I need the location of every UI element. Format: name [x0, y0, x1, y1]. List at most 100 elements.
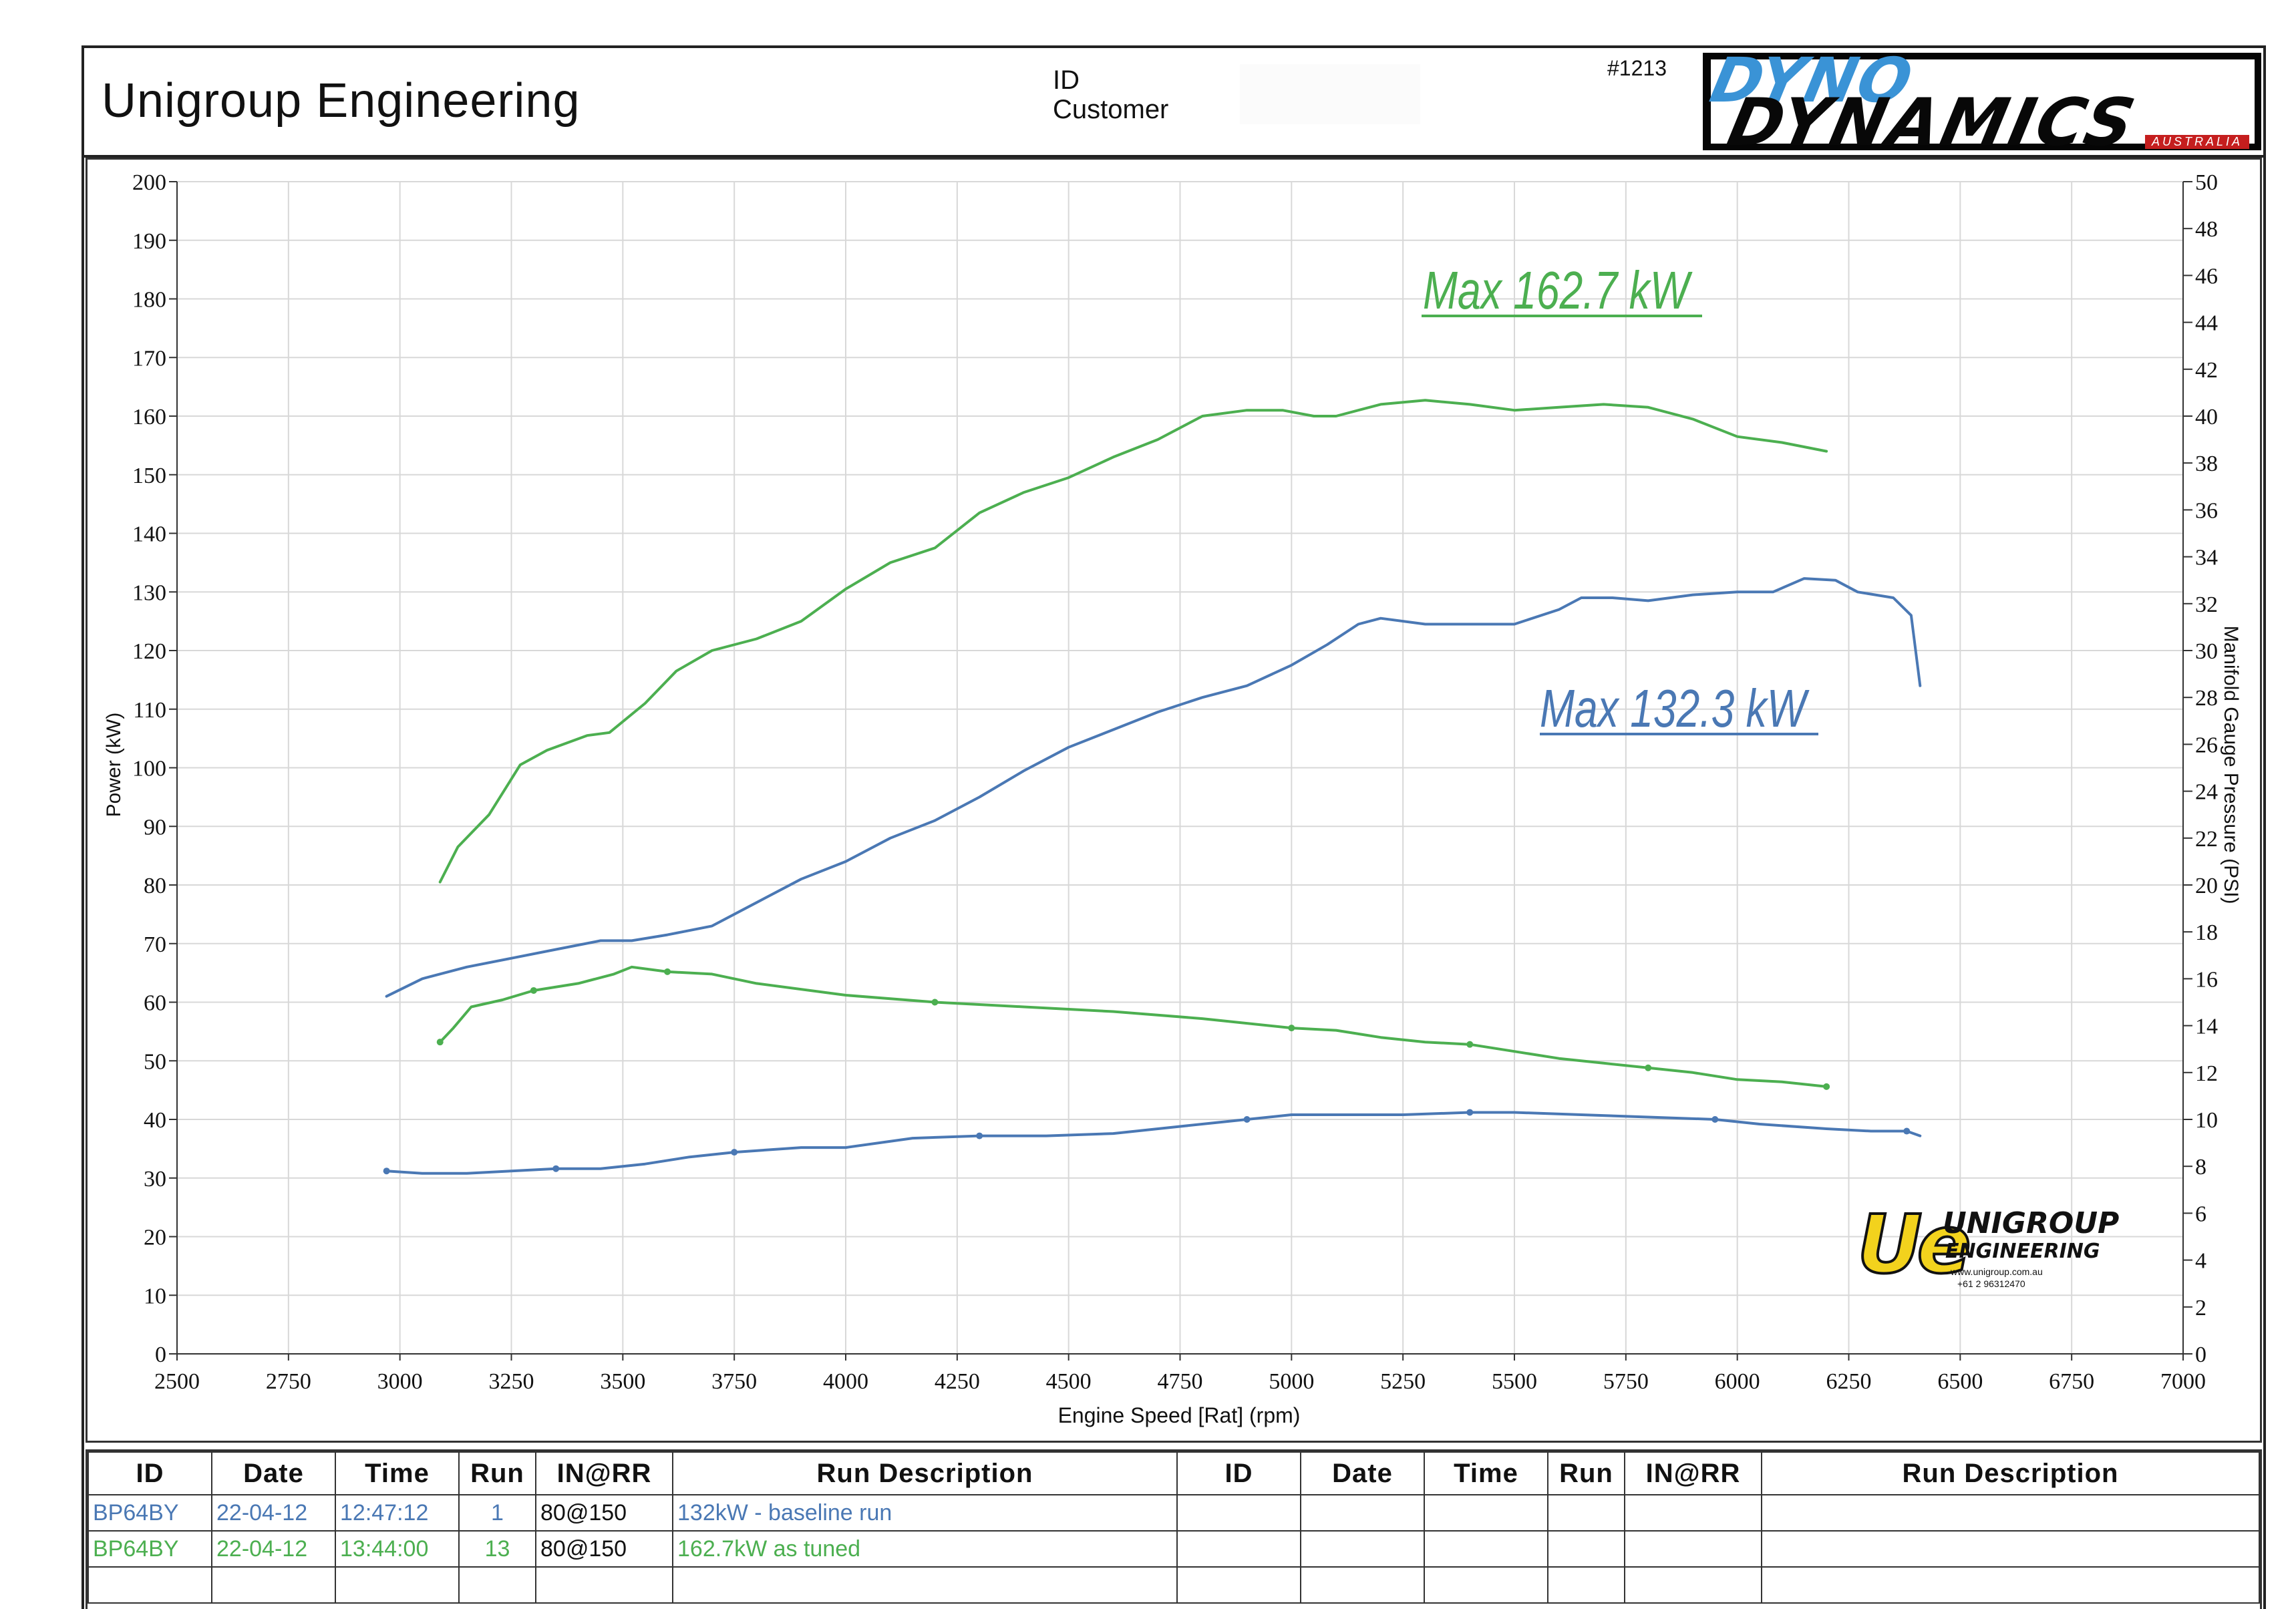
boost-data-point: [383, 1168, 390, 1175]
y2-tick-label: 18: [2195, 920, 2218, 945]
power-series-line: [438, 399, 1828, 884]
ue-line1: UNIGROUP: [1943, 1206, 2120, 1240]
x-tick-label: 3250: [489, 1369, 534, 1394]
company-name: Unigroup Engineering: [102, 74, 581, 128]
max-tuned-annotation: Max 162.7 kW: [1423, 261, 1693, 321]
y2-tick-label: 44: [2195, 311, 2218, 336]
header-date-2: Date: [1300, 1451, 1425, 1495]
customer-label: Customer: [1053, 95, 1169, 124]
y2-tick-label: 42: [2195, 358, 2218, 383]
empty-cell: [1624, 1530, 1762, 1568]
empty-cell: [1761, 1530, 2260, 1568]
dyno-dynamics-logo: DYNO DYNAMICS AUSTRALIA: [1701, 51, 2263, 152]
y2-tick-label: 4: [2195, 1249, 2206, 1274]
y2-tick-label: 2: [2195, 1296, 2206, 1320]
boost-data-point: [552, 1165, 560, 1172]
row-run: 1: [458, 1494, 536, 1532]
x-axis-label: Engine Speed [Rat] (rpm): [1058, 1403, 1301, 1427]
y2-tick-label: 20: [2195, 874, 2218, 898]
table-row: [88, 1566, 2260, 1604]
y-tick-label: 70: [144, 932, 166, 957]
y-tick-label: 60: [144, 991, 166, 1016]
x-tick-label: 5000: [1269, 1369, 1314, 1394]
empty-cell: [1624, 1494, 1762, 1532]
table-row: BP64BY 22-04-12 13:44:00 13 80@150 162.7…: [88, 1530, 2260, 1568]
x-tick-label: 6250: [1826, 1369, 1872, 1394]
run-table-wrap: ID Date Time Run IN@RR Run Description I…: [86, 1449, 2262, 1609]
empty-cell: [1176, 1530, 1301, 1568]
empty-cell: [211, 1566, 336, 1604]
row-description: 132kW - baseline run: [672, 1494, 1178, 1532]
empty-cell: [1624, 1566, 1762, 1604]
y2-tick-label: 36: [2195, 498, 2218, 523]
chart-frame: [86, 158, 2262, 1443]
empty-cell: [1547, 1566, 1625, 1604]
y2-tick-label: 0: [2195, 1343, 2206, 1367]
header-time-2: Time: [1424, 1451, 1548, 1495]
empty-cell: [1176, 1494, 1301, 1532]
y-tick-label: 90: [144, 815, 166, 840]
empty-cell: [1300, 1494, 1425, 1532]
empty-cell: [335, 1566, 460, 1604]
ue-line2: ENGINEERING: [1945, 1240, 2100, 1263]
report-header: Unigroup Engineering ID Customer #1213 D…: [81, 45, 2266, 158]
header-inrr: IN@RR: [535, 1451, 673, 1495]
y-tick-label: 0: [155, 1343, 166, 1367]
x-tick-label: 4000: [823, 1369, 868, 1394]
boost-data-point: [530, 987, 537, 994]
logo-australia-text: AUSTRALIA: [2144, 135, 2249, 149]
boost-data-point: [1711, 1116, 1719, 1123]
row-time: 12:47:12: [335, 1494, 460, 1532]
empty-cell: [1300, 1530, 1425, 1568]
y-tick-label: 140: [132, 522, 166, 547]
run-table: ID Date Time Run IN@RR Run Description I…: [88, 1451, 2260, 1604]
unigroup-logo: Ue UNIGROUP ENGINEERING www.unigroup.com…: [1856, 1201, 2119, 1292]
x-tick-label: 6000: [1715, 1369, 1760, 1394]
x-tick-label: 4750: [1158, 1369, 1203, 1394]
chart-axes: 2500 2750 3000 3250 3500 3750 4000 4250 4500 4750…: [132, 170, 2218, 1394]
boost-data-point: [1243, 1116, 1251, 1123]
empty-cell: [458, 1566, 536, 1604]
boost-data-point: [931, 999, 939, 1006]
empty-cell: [1176, 1566, 1301, 1604]
y2-tick-label: 14: [2195, 1015, 2218, 1039]
header-run-description-2: Run Description: [1761, 1451, 2260, 1495]
boost-data-point: [1645, 1064, 1652, 1071]
chart-grid: [176, 181, 2184, 1355]
header-inrr-2: IN@RR: [1624, 1451, 1762, 1495]
boost-data-point: [1823, 1083, 1830, 1090]
y2-tick-label: 26: [2195, 733, 2218, 757]
y2-tick-label: 10: [2195, 1108, 2218, 1133]
table-row: BP64BY 22-04-12 12:47:12 1 80@150 132kW …: [88, 1494, 2260, 1532]
y-tick-label: 130: [132, 580, 166, 605]
y-axis-label: Power (kW): [103, 713, 125, 818]
y-tick-label: 100: [132, 757, 166, 781]
y-tick-label: 110: [133, 698, 166, 723]
empty-cell: [1424, 1566, 1548, 1604]
header-id-2: ID: [1176, 1451, 1301, 1495]
y-tick-label: 190: [132, 229, 166, 254]
max-baseline-annotation: Max 132.3 kW: [1540, 679, 1810, 739]
boost-data-point: [1288, 1025, 1295, 1032]
id-label: ID: [1053, 65, 1080, 95]
y2-tick-label: 40: [2195, 405, 2218, 429]
x-tick-label: 2500: [154, 1369, 200, 1394]
ue-phone: +61 2 96312470: [1957, 1278, 2025, 1289]
boost-series-line: [438, 965, 1828, 1088]
y-tick-label: 40: [144, 1108, 166, 1133]
x-tick-label: 2750: [266, 1369, 311, 1394]
ue-url: www.unigroup.com.au: [1951, 1266, 2043, 1277]
boost-data-point: [731, 1149, 738, 1156]
y2-tick-label: 50: [2195, 170, 2218, 195]
empty-cell: [1761, 1494, 2260, 1532]
x-tick-label: 3750: [711, 1369, 757, 1394]
y-tick-label: 30: [144, 1167, 166, 1192]
y2-tick-label: 22: [2195, 827, 2218, 852]
y-tick-label: 150: [132, 464, 166, 488]
id-customer-labels: ID Customer: [1053, 65, 1168, 124]
y2-axis-label: Manifold Gauge Pressure (PSI): [2220, 626, 2242, 904]
empty-cell: [1547, 1494, 1625, 1532]
x-tick-label: 7000: [2160, 1369, 2206, 1394]
empty-cell: [1761, 1566, 2260, 1604]
boost-data-point: [1903, 1127, 1911, 1135]
